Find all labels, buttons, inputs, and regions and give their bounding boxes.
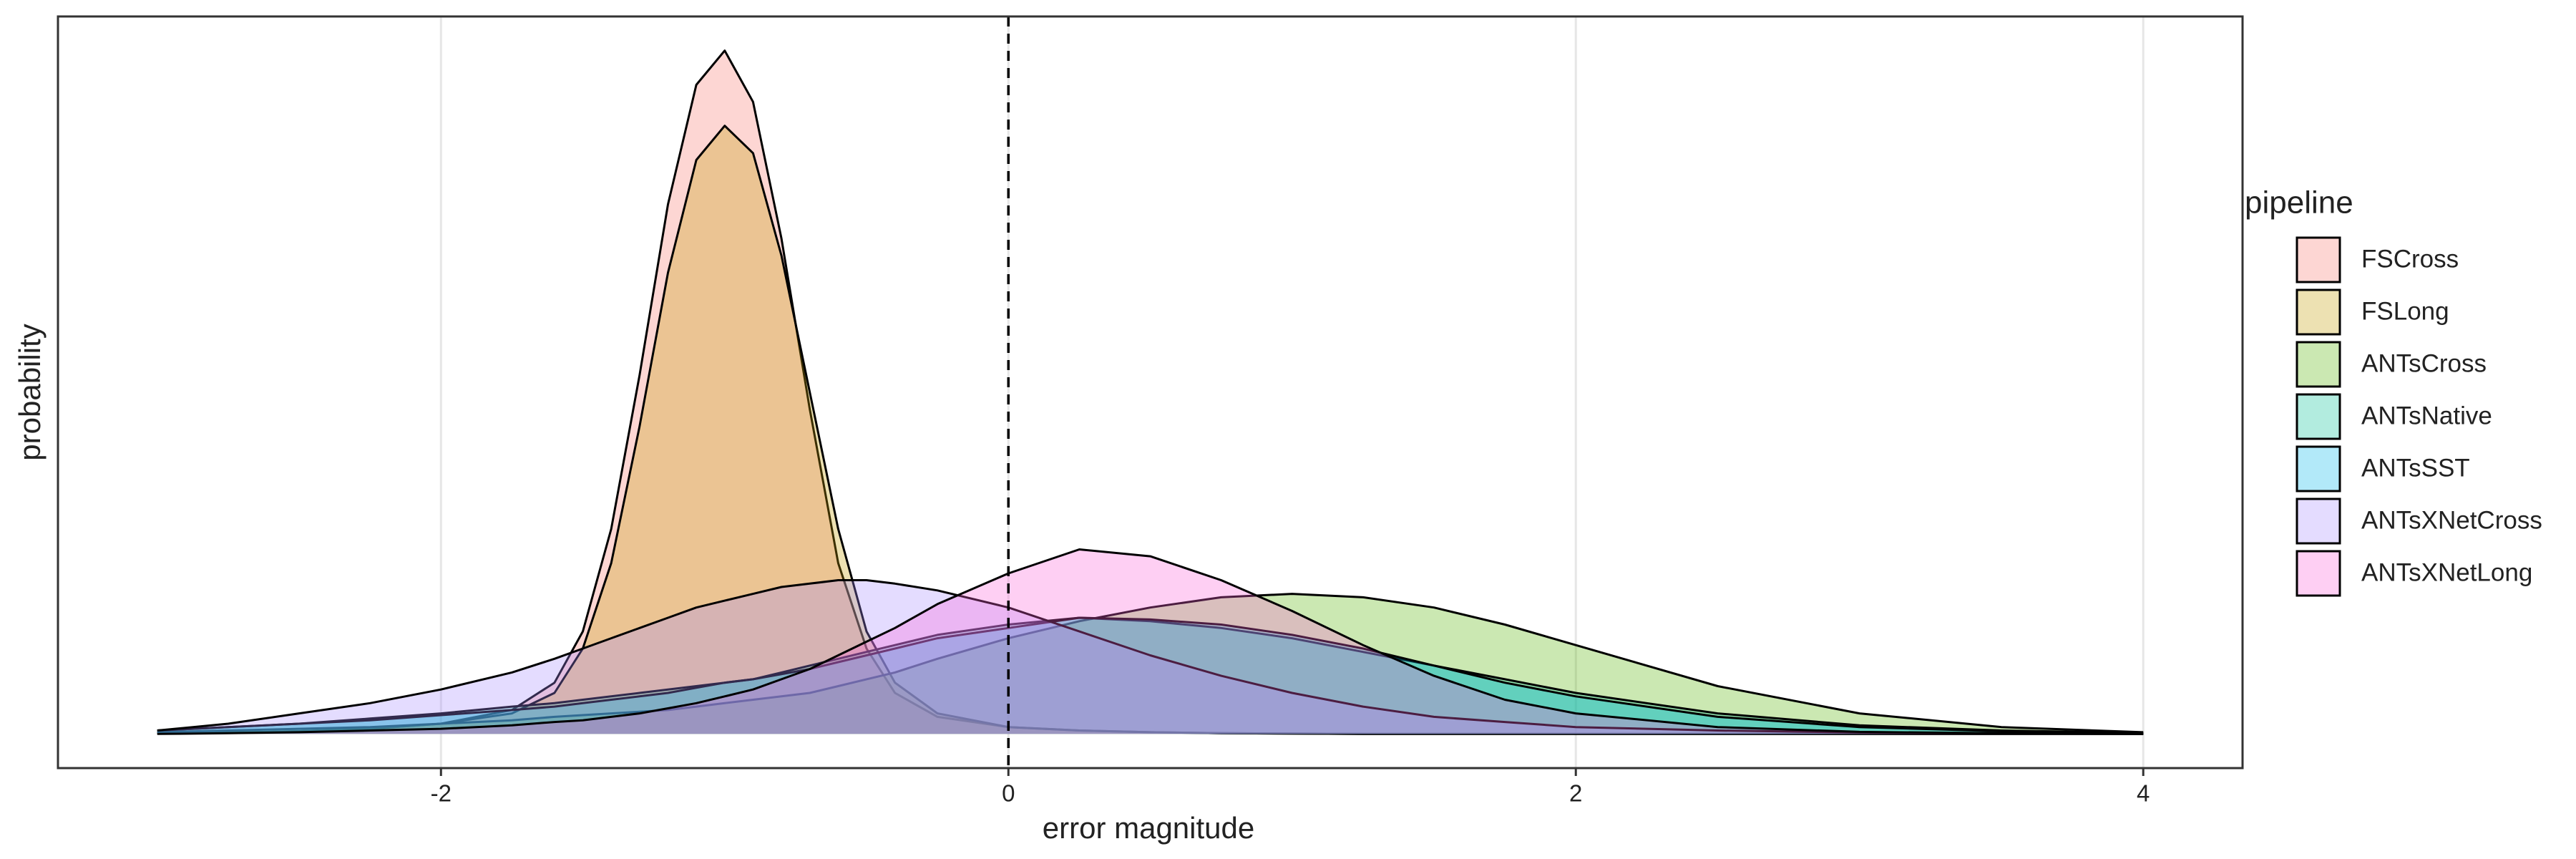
legend-key-bg [2296,288,2341,336]
legend-title: pipeline [2245,185,2353,220]
legend-key-bg [2296,445,2341,492]
density-area [157,125,2144,734]
legend-key [2296,550,2341,597]
legend-label: ANTsXNetCross [2361,506,2542,534]
density-line [157,548,2144,735]
density-area [157,580,2144,734]
density-area [157,618,2144,734]
x-tick-label: 0 [1002,780,1015,807]
density-line [157,593,2144,734]
density-area [157,549,2144,734]
x-tick-label: 2 [1569,780,1582,807]
legend-key-bg [2296,236,2341,283]
density-area [157,618,2144,734]
density-area [157,50,2144,734]
legend-label: FSLong [2361,297,2449,325]
legend-key [2296,393,2341,440]
density-area [157,593,2144,734]
legend-key-bg [2296,498,2341,545]
density-line [157,616,2144,734]
x-tick-label: 4 [2137,780,2150,807]
legend-label: ANTsSST [2361,454,2470,482]
legend-key [2296,236,2341,283]
legend-key-bg [2296,341,2341,388]
plot-border [57,15,2244,770]
legend-label: ANTsXNetLong [2361,558,2532,586]
legend-key [2296,498,2341,545]
legend-label: ANTsCross [2361,349,2487,377]
density-line [157,579,2144,735]
legend-label: FSCross [2361,245,2459,273]
legend-key [2296,341,2341,388]
legend-label: ANTsNative [2361,402,2492,430]
x-axis-title: error magnitude [1043,811,1254,845]
density-line [157,125,2144,735]
legend-key-bg [2296,393,2341,440]
legend-key [2296,445,2341,492]
legend-key [2296,288,2341,336]
density-line [157,616,2144,734]
y-axis-title: probability [13,324,47,460]
x-tick-label: -2 [431,780,452,807]
legend-key-bg [2296,550,2341,597]
